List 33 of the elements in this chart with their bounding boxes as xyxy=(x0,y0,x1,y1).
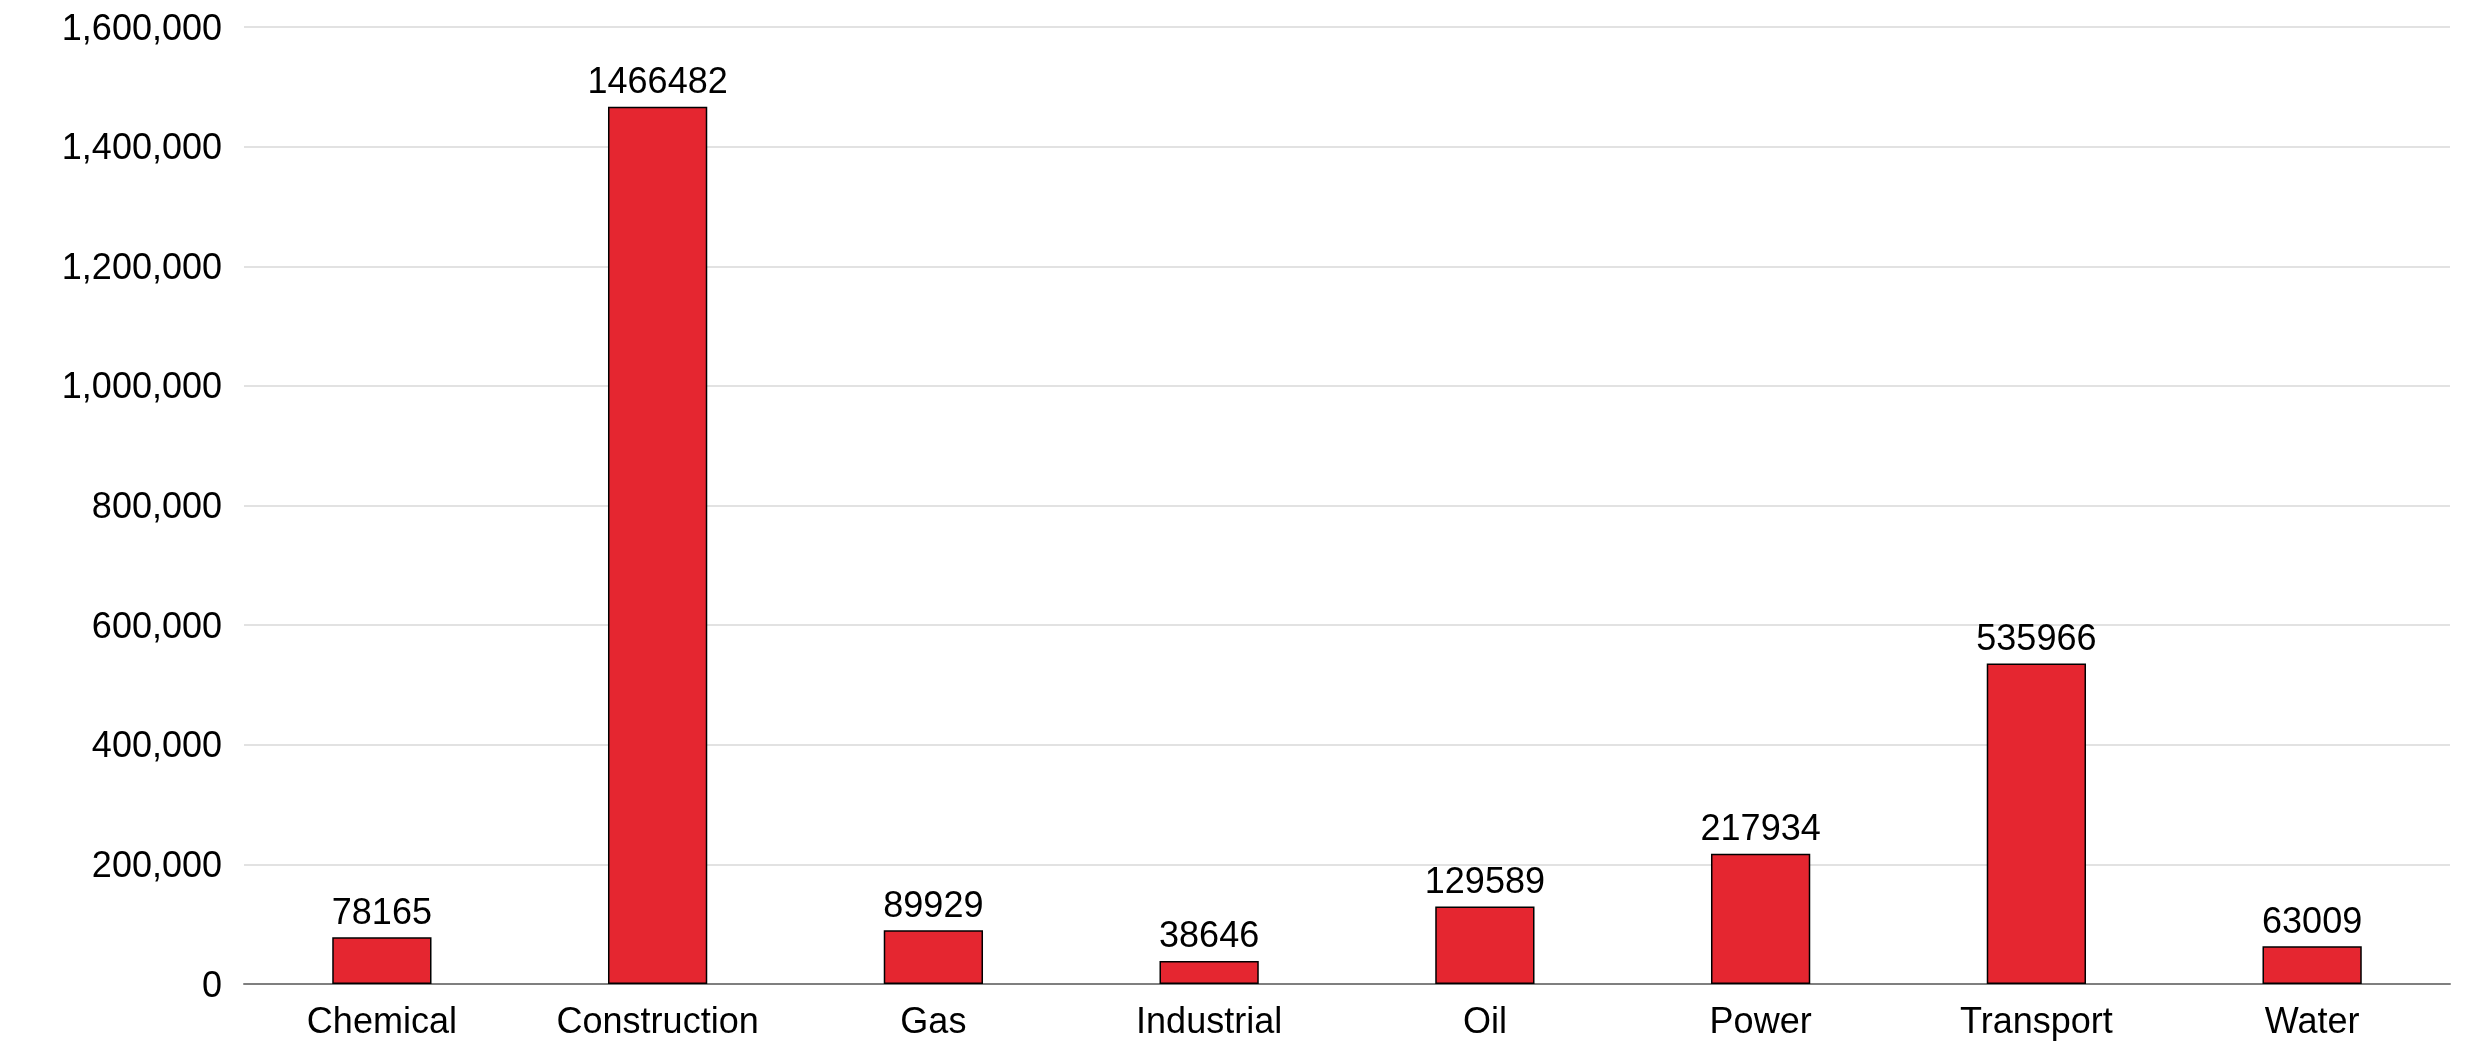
y-tick-label: 0 xyxy=(201,963,222,1005)
x-tick-label: Construction xyxy=(556,999,759,1041)
bar xyxy=(1986,663,2087,984)
data-label: 63009 xyxy=(2262,899,2363,941)
y-tick-label: 1,400,000 xyxy=(61,126,222,168)
bar xyxy=(1159,960,1259,984)
y-tick-label: 1,200,000 xyxy=(61,245,222,287)
x-tick-label: Power xyxy=(1709,999,1812,1041)
data-label: 89929 xyxy=(883,883,984,925)
bar xyxy=(883,930,984,984)
bar xyxy=(607,106,708,984)
y-tick-label: 1,600,000 xyxy=(61,6,222,48)
data-label: 38646 xyxy=(1159,914,1260,956)
bar xyxy=(1710,853,1811,984)
y-tick-label: 600,000 xyxy=(91,604,222,646)
data-label: 78165 xyxy=(331,890,432,932)
bar xyxy=(2262,946,2362,984)
data-label: 129589 xyxy=(1424,859,1545,901)
y-tick-label: 800,000 xyxy=(91,485,222,526)
y-tick-label: 400,000 xyxy=(91,724,222,766)
data-label: 535966 xyxy=(1976,616,2097,658)
x-tick-label: Industrial xyxy=(1136,999,1283,1041)
y-tick-label: 200,000 xyxy=(91,843,222,885)
x-tick-label: Transport xyxy=(1960,999,2113,1041)
x-tick-label: Chemical xyxy=(306,999,457,1041)
x-tick-label: Oil xyxy=(1462,999,1507,1041)
x-tick-label: Water xyxy=(2264,999,2360,1041)
data-label: 217934 xyxy=(1700,807,1821,849)
x-tick-label: Gas xyxy=(900,999,967,1041)
data-label: 1466482 xyxy=(587,60,728,102)
bar xyxy=(1435,906,1535,984)
y-tick-label: 1,000,000 xyxy=(61,365,222,407)
bar xyxy=(332,937,432,984)
